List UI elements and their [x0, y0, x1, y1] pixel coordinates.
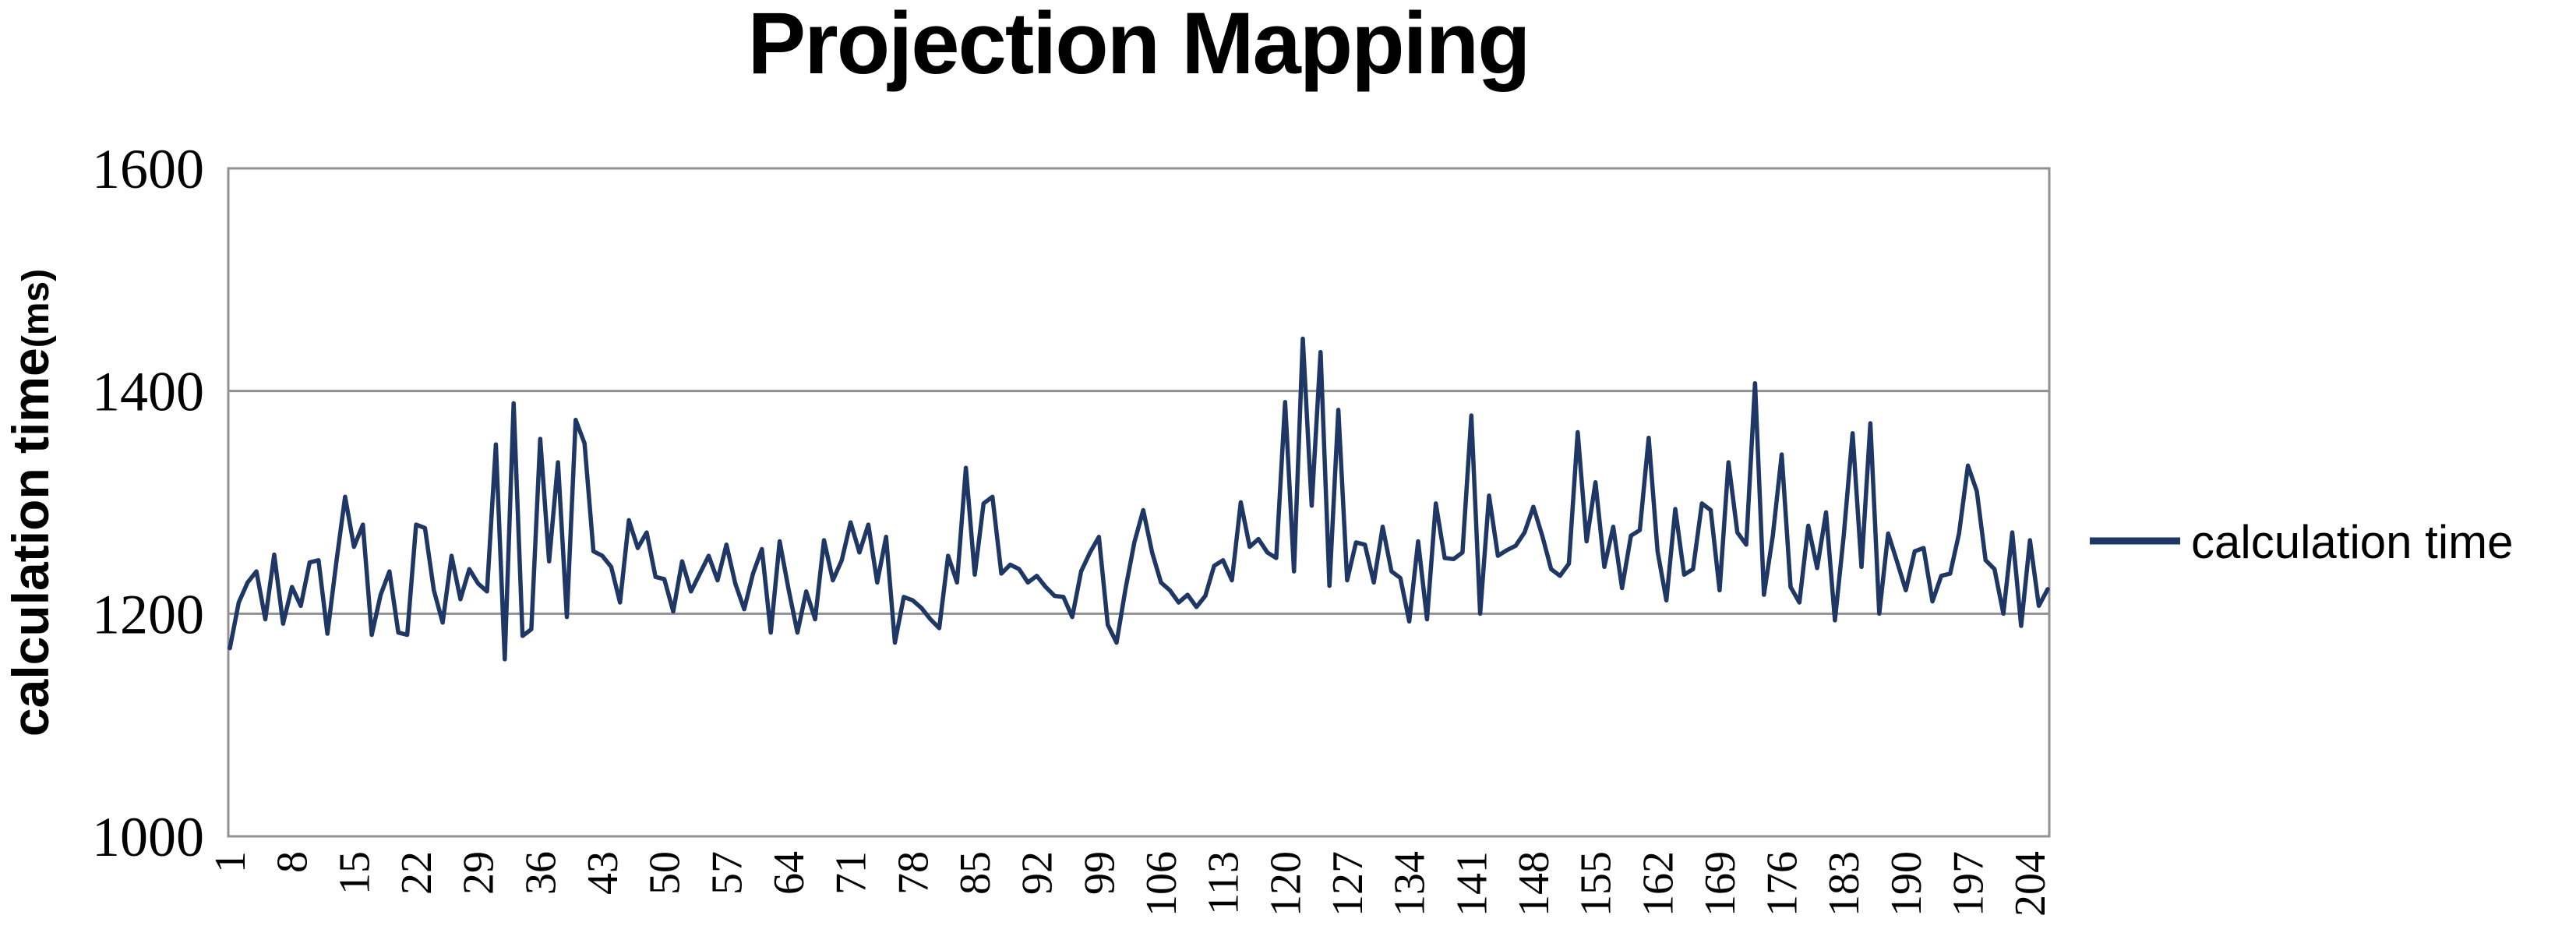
y-tick-label-1400: 1400	[92, 361, 204, 423]
y-tick-label-1200: 1200	[92, 583, 204, 645]
x-tick-label-106: 106	[1138, 851, 1186, 917]
x-tick-label-120: 120	[1262, 851, 1310, 917]
y-tick-labels: 1600 1400 1200 1000	[92, 138, 204, 868]
x-tick-label-92: 92	[1014, 851, 1062, 895]
x-tick-label-71: 71	[827, 851, 876, 895]
x-tick-label-148: 148	[1510, 851, 1558, 917]
x-tick-label-190: 190	[1883, 851, 1931, 917]
y-axis-title: calculation time(ms)	[2, 269, 59, 737]
x-tick-label-113: 113	[1200, 851, 1248, 915]
x-tick-label-8: 8	[269, 851, 317, 873]
x-tick-label-204: 204	[2006, 851, 2055, 917]
chart-title: Projection Mapping	[747, 0, 1529, 92]
x-tick-label-85: 85	[951, 851, 1000, 895]
x-tick-label-127: 127	[1324, 851, 1372, 917]
y-axis-title-text: calculation time	[2, 348, 59, 737]
x-tick-label-141: 141	[1448, 851, 1496, 917]
x-tick-label-36: 36	[517, 851, 565, 895]
x-tick-label-64: 64	[765, 851, 813, 895]
x-tick-label-1: 1	[206, 851, 255, 873]
x-tick-label-162: 162	[1634, 851, 1682, 917]
x-tick-label-183: 183	[1820, 851, 1868, 917]
x-tick-label-99: 99	[1075, 851, 1124, 895]
x-tick-label-169: 169	[1696, 851, 1745, 917]
x-tick-label-15: 15	[330, 851, 379, 895]
legend: calculation time	[2090, 516, 2514, 568]
x-tick-labels: 1 8 15 22 29 36 43 50 57 64 71 78 85 92 99 106 113 120 127…	[206, 851, 2055, 917]
x-tick-label-197: 197	[1945, 851, 1993, 917]
legend-label: calculation time	[2191, 516, 2514, 568]
x-tick-label-57: 57	[703, 851, 751, 895]
x-tick-label-50: 50	[641, 851, 690, 895]
y-tick-label-1600: 1600	[92, 138, 204, 200]
x-tick-label-176: 176	[1759, 851, 1807, 917]
plot-border	[227, 167, 2051, 838]
x-tick-label-155: 155	[1572, 851, 1621, 917]
x-tick-label-134: 134	[1386, 851, 1434, 917]
x-tick-label-78: 78	[889, 851, 937, 895]
y-axis-unit: (ms)	[16, 269, 57, 348]
series-line-calculation-time	[228, 336, 2050, 662]
y-tick-label-1000: 1000	[92, 806, 204, 868]
x-tick-label-22: 22	[393, 851, 441, 895]
x-tick-label-43: 43	[579, 851, 627, 895]
x-tick-label-29: 29	[455, 851, 503, 895]
